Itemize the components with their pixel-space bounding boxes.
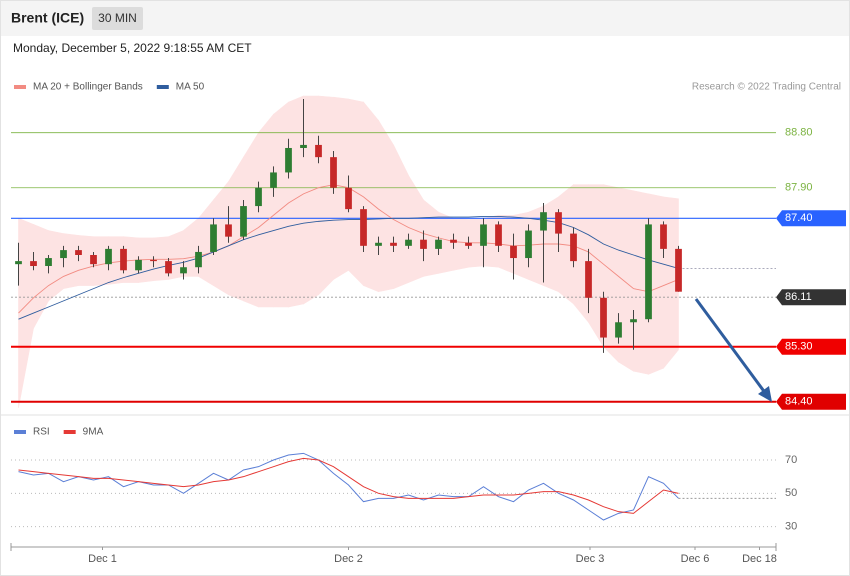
bollinger-band — [363, 101, 379, 293]
candle-body — [570, 233, 577, 262]
level-label: 87.40 — [785, 212, 813, 224]
candle-body — [225, 224, 232, 237]
legend-swatch — [63, 430, 76, 434]
candle-body — [195, 251, 202, 268]
instrument-title: Brent (ICE) — [11, 10, 84, 26]
candle-body — [465, 242, 472, 246]
bollinger-band — [258, 113, 274, 308]
candle-body — [525, 230, 532, 259]
bollinger-band — [378, 119, 394, 293]
level-box — [776, 210, 846, 227]
legend-label: 9MA — [83, 427, 104, 438]
x-tick-label: Dec 6 — [681, 553, 710, 565]
candle-body — [495, 224, 502, 246]
candle-body — [120, 248, 127, 271]
bollinger-band — [153, 236, 169, 282]
candle-body — [135, 259, 142, 271]
candle-body — [375, 242, 382, 246]
candle-body — [165, 261, 172, 274]
candle-body — [660, 224, 667, 249]
candle-body — [345, 187, 352, 210]
candle-body — [405, 239, 412, 246]
candle-body — [435, 239, 442, 249]
candle-body — [45, 258, 52, 267]
level-label: 86.11 — [785, 291, 812, 303]
candle-body — [555, 212, 562, 234]
timestamp: Monday, December 5, 2022 9:18:55 AM CET — [13, 41, 252, 55]
bollinger-band — [318, 95, 334, 296]
candle-body — [360, 209, 367, 246]
candle-body — [180, 267, 187, 274]
candle-body — [270, 172, 277, 188]
candle-body — [210, 224, 217, 252]
bollinger-band — [423, 199, 439, 277]
legend-swatch — [14, 430, 26, 434]
candle-body — [150, 259, 157, 262]
bollinger-band — [618, 187, 634, 372]
level-label: 84.40 — [785, 396, 813, 408]
forecast-arrow — [694, 298, 768, 395]
legend-swatch — [156, 85, 169, 89]
legend-label: MA 20 + Bollinger Bands — [33, 82, 143, 93]
candle-body — [615, 322, 622, 338]
legend-label: RSI — [33, 427, 50, 438]
price-panel: 88.80 87.90 87.40 86.11 85.30 84.40 MA 20 + Bo… — [11, 82, 846, 410]
indicator-line — [18, 457, 679, 514]
rsi-panel: 70 50 30 Dec 1 Dec 2 Dec 3 Dec 6 Dec 18 RSI 9MA — [10, 427, 797, 565]
level-box — [776, 393, 846, 410]
level-box — [776, 338, 846, 355]
candle-body — [300, 144, 307, 148]
candle-body — [60, 250, 67, 259]
x-tick-label: Dec 2 — [334, 553, 363, 565]
legend-swatch — [14, 85, 26, 89]
y-tick-label: 50 — [785, 487, 797, 499]
candle-body — [285, 147, 292, 173]
candle-body — [105, 248, 112, 265]
bollinger-band — [303, 95, 319, 305]
level-box — [776, 289, 846, 306]
moving-average — [18, 216, 679, 320]
candle-body — [75, 250, 82, 255]
candle-body — [330, 157, 337, 188]
level-label: 88.80 — [785, 127, 813, 139]
x-tick-label: Dec 1 — [88, 553, 117, 565]
bollinger-band — [63, 233, 79, 290]
candle-body — [585, 261, 592, 298]
candle-body — [450, 239, 457, 243]
candle-body — [675, 248, 682, 292]
candle-body — [420, 239, 427, 249]
candle-body — [15, 261, 22, 265]
candle-body — [315, 144, 322, 158]
candle-body — [600, 297, 607, 338]
legend-label: MA 50 — [176, 82, 205, 93]
timeframe-box — [92, 7, 143, 30]
candle-body — [90, 255, 97, 265]
candle-body — [30, 261, 37, 267]
candle-body — [390, 242, 397, 246]
candle-body — [255, 187, 262, 207]
indicator-line — [18, 452, 679, 521]
timeframe: 30 MIN — [98, 11, 137, 25]
x-tick-label: Dec 3 — [576, 553, 605, 565]
x-tick-label: Dec 18 — [742, 553, 777, 565]
y-tick-label: 30 — [785, 521, 797, 533]
level-label: 87.90 — [785, 182, 813, 194]
y-tick-label: 70 — [785, 454, 797, 466]
candle-body — [630, 319, 637, 323]
candle-body — [240, 206, 247, 237]
candle-body — [480, 224, 487, 246]
forecast-arrow-head — [758, 386, 772, 402]
candle-body — [510, 245, 517, 259]
candle-body — [540, 212, 547, 231]
credit: Research © 2022 Trading Central — [692, 82, 841, 93]
candle-body — [645, 224, 652, 320]
level-label: 85.30 — [785, 341, 813, 353]
